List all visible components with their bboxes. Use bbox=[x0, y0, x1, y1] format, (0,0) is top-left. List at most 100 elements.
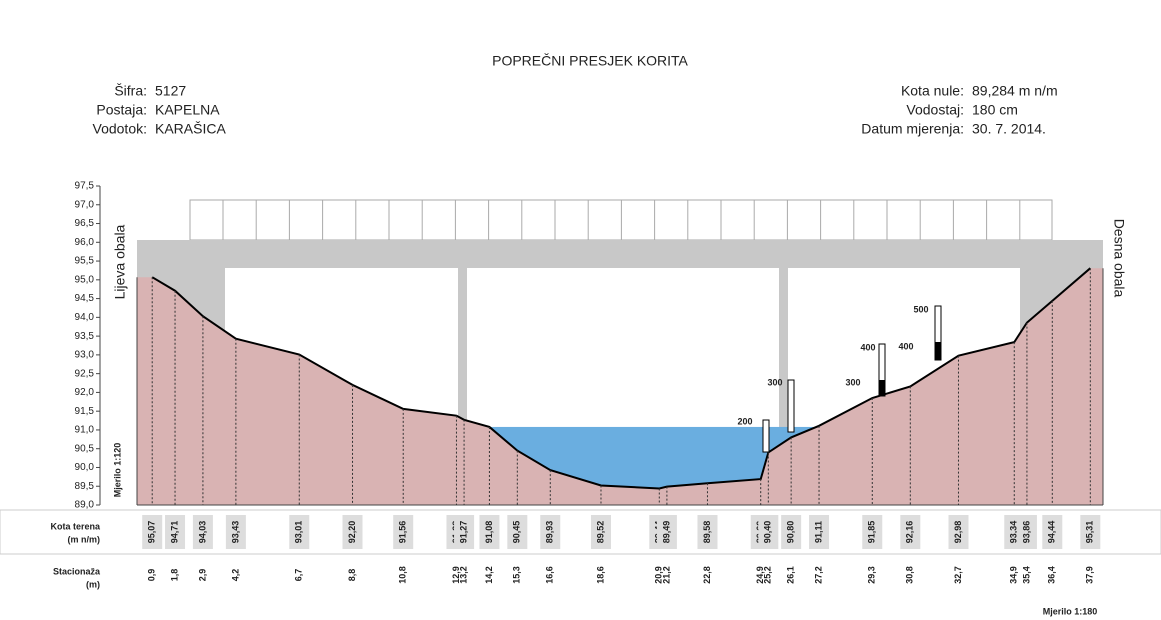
elevation-box bbox=[165, 515, 186, 549]
elevation-box bbox=[656, 515, 677, 549]
depth-mark-label: 200 bbox=[737, 416, 752, 426]
vertical-scale: Mjerilo 1:120 bbox=[112, 443, 122, 498]
elevation-box bbox=[809, 515, 830, 549]
station-label: 22,8 bbox=[702, 566, 712, 584]
elevation-label: 90,45 bbox=[512, 521, 522, 544]
y-tick-label: 95,0 bbox=[75, 274, 95, 285]
station-label: 18,6 bbox=[595, 566, 605, 584]
station-label: 8,8 bbox=[347, 569, 357, 582]
info-value: 89,284 m n/m bbox=[972, 83, 1058, 99]
y-tick-label: 92,0 bbox=[75, 387, 95, 398]
bridge-railing bbox=[189, 199, 1053, 241]
info-label: Postaja: bbox=[96, 102, 147, 118]
elevation-box bbox=[342, 515, 363, 549]
info-label: Datum mjerenja: bbox=[861, 121, 964, 137]
station-label: 30,8 bbox=[905, 566, 915, 584]
elevation-label: 89,93 bbox=[545, 521, 555, 544]
y-tick-label: 94,0 bbox=[75, 312, 95, 323]
depth-mark-label: 500 bbox=[913, 304, 928, 314]
station-label: 20,9 bbox=[654, 566, 664, 584]
elevation-label: 89,52 bbox=[595, 521, 605, 544]
info-value: 5127 bbox=[155, 83, 186, 99]
station-label: 36,4 bbox=[1047, 566, 1057, 584]
elevation-label: 92,98 bbox=[953, 521, 963, 544]
info-label: Šifra: bbox=[114, 83, 147, 99]
elevation-box bbox=[454, 515, 475, 549]
info-label: Kota nule: bbox=[901, 83, 964, 99]
elevation-label: 93,01 bbox=[294, 521, 304, 544]
elevation-label: 91,08 bbox=[484, 521, 494, 544]
elevation-label: 93,34 bbox=[1009, 521, 1019, 544]
elevation-box bbox=[697, 515, 718, 549]
horizontal-scale: Mjerilo 1:180 bbox=[1043, 606, 1098, 616]
depth-mark-label: 300 bbox=[845, 377, 860, 387]
station-label: 12,9 bbox=[451, 566, 461, 584]
elevation-box bbox=[590, 515, 611, 549]
elevation-label: 91,56 bbox=[398, 521, 408, 544]
row-label: Stacionaža bbox=[53, 566, 101, 576]
y-tick-label: 94,5 bbox=[75, 293, 95, 304]
station-label: 16,6 bbox=[545, 566, 555, 584]
depth-bar bbox=[762, 419, 770, 453]
elevation-box bbox=[781, 515, 802, 549]
y-tick-label: 93,5 bbox=[75, 331, 95, 342]
station-label: 29,3 bbox=[867, 566, 877, 584]
left-bank: Lijeva obala bbox=[112, 224, 128, 299]
elevation-box bbox=[1016, 515, 1037, 549]
elevation-label: 89,49 bbox=[661, 521, 671, 544]
y-tick-label: 96,5 bbox=[75, 218, 95, 229]
info-value: 180 cm bbox=[972, 102, 1018, 118]
y-tick-label: 96,0 bbox=[75, 237, 95, 248]
info-value: KAPELNA bbox=[155, 102, 220, 118]
station-label: 24,9 bbox=[755, 566, 765, 584]
y-tick-label: 91,5 bbox=[75, 406, 95, 417]
pier bbox=[458, 268, 467, 428]
row-label: Kota terena bbox=[50, 521, 101, 531]
elevation-label: 94,44 bbox=[1047, 521, 1057, 544]
info-label: Vodotok: bbox=[93, 121, 148, 137]
station-label: 13,2 bbox=[458, 566, 468, 584]
elevation-box bbox=[507, 515, 528, 549]
y-tick-label: 97,0 bbox=[75, 199, 95, 210]
elevation-label: 91,85 bbox=[867, 521, 877, 544]
y-tick-label: 91,0 bbox=[75, 425, 95, 436]
elevation-box bbox=[1042, 515, 1063, 549]
elevation-label: 95,31 bbox=[1085, 521, 1095, 544]
row-label: (m n/m) bbox=[68, 534, 101, 544]
y-tick-label: 92,5 bbox=[75, 368, 95, 379]
elevation-label: 92,16 bbox=[905, 521, 915, 544]
depth-mark-label: 300 bbox=[767, 377, 782, 387]
y-tick-label: 95,5 bbox=[75, 256, 95, 267]
elevation-box bbox=[393, 515, 414, 549]
depth-bar bbox=[787, 379, 795, 433]
station-label: 0,9 bbox=[147, 569, 157, 582]
bridge-deck bbox=[137, 240, 1103, 268]
station-label: 14,2 bbox=[484, 566, 494, 584]
station-label: 32,7 bbox=[953, 566, 963, 584]
info-label: Vodostaj: bbox=[906, 102, 964, 118]
station-label: 15,3 bbox=[512, 566, 522, 584]
elevation-label: 95,07 bbox=[147, 521, 157, 544]
elevation-label: 94,71 bbox=[169, 521, 179, 544]
elevation-box bbox=[1080, 515, 1101, 549]
elevation-label: 94,03 bbox=[197, 521, 207, 544]
station-label: 27,2 bbox=[813, 566, 823, 584]
station-label: 1,8 bbox=[169, 569, 179, 582]
elevation-box bbox=[479, 515, 500, 549]
station-label: 26,1 bbox=[786, 566, 796, 584]
depth-bar-fill bbox=[879, 380, 885, 396]
elevation-box bbox=[192, 515, 213, 549]
elevation-label: 89,58 bbox=[702, 521, 712, 544]
info-value: KARAŠICA bbox=[155, 121, 226, 137]
elevation-box bbox=[900, 515, 921, 549]
elevation-label: 92,20 bbox=[347, 521, 357, 544]
depth-bar-fill bbox=[935, 342, 941, 360]
depth-mark-label: 400 bbox=[898, 341, 913, 351]
station-label: 25,2 bbox=[763, 566, 773, 584]
elevation-box bbox=[289, 515, 310, 549]
elevation-label: 91,27 bbox=[458, 521, 468, 544]
depth-mark-label: 400 bbox=[860, 342, 875, 352]
chart-title: POPREČNI PRESJEK KORITA bbox=[492, 53, 688, 69]
elevation-label: 90,40 bbox=[763, 521, 773, 544]
